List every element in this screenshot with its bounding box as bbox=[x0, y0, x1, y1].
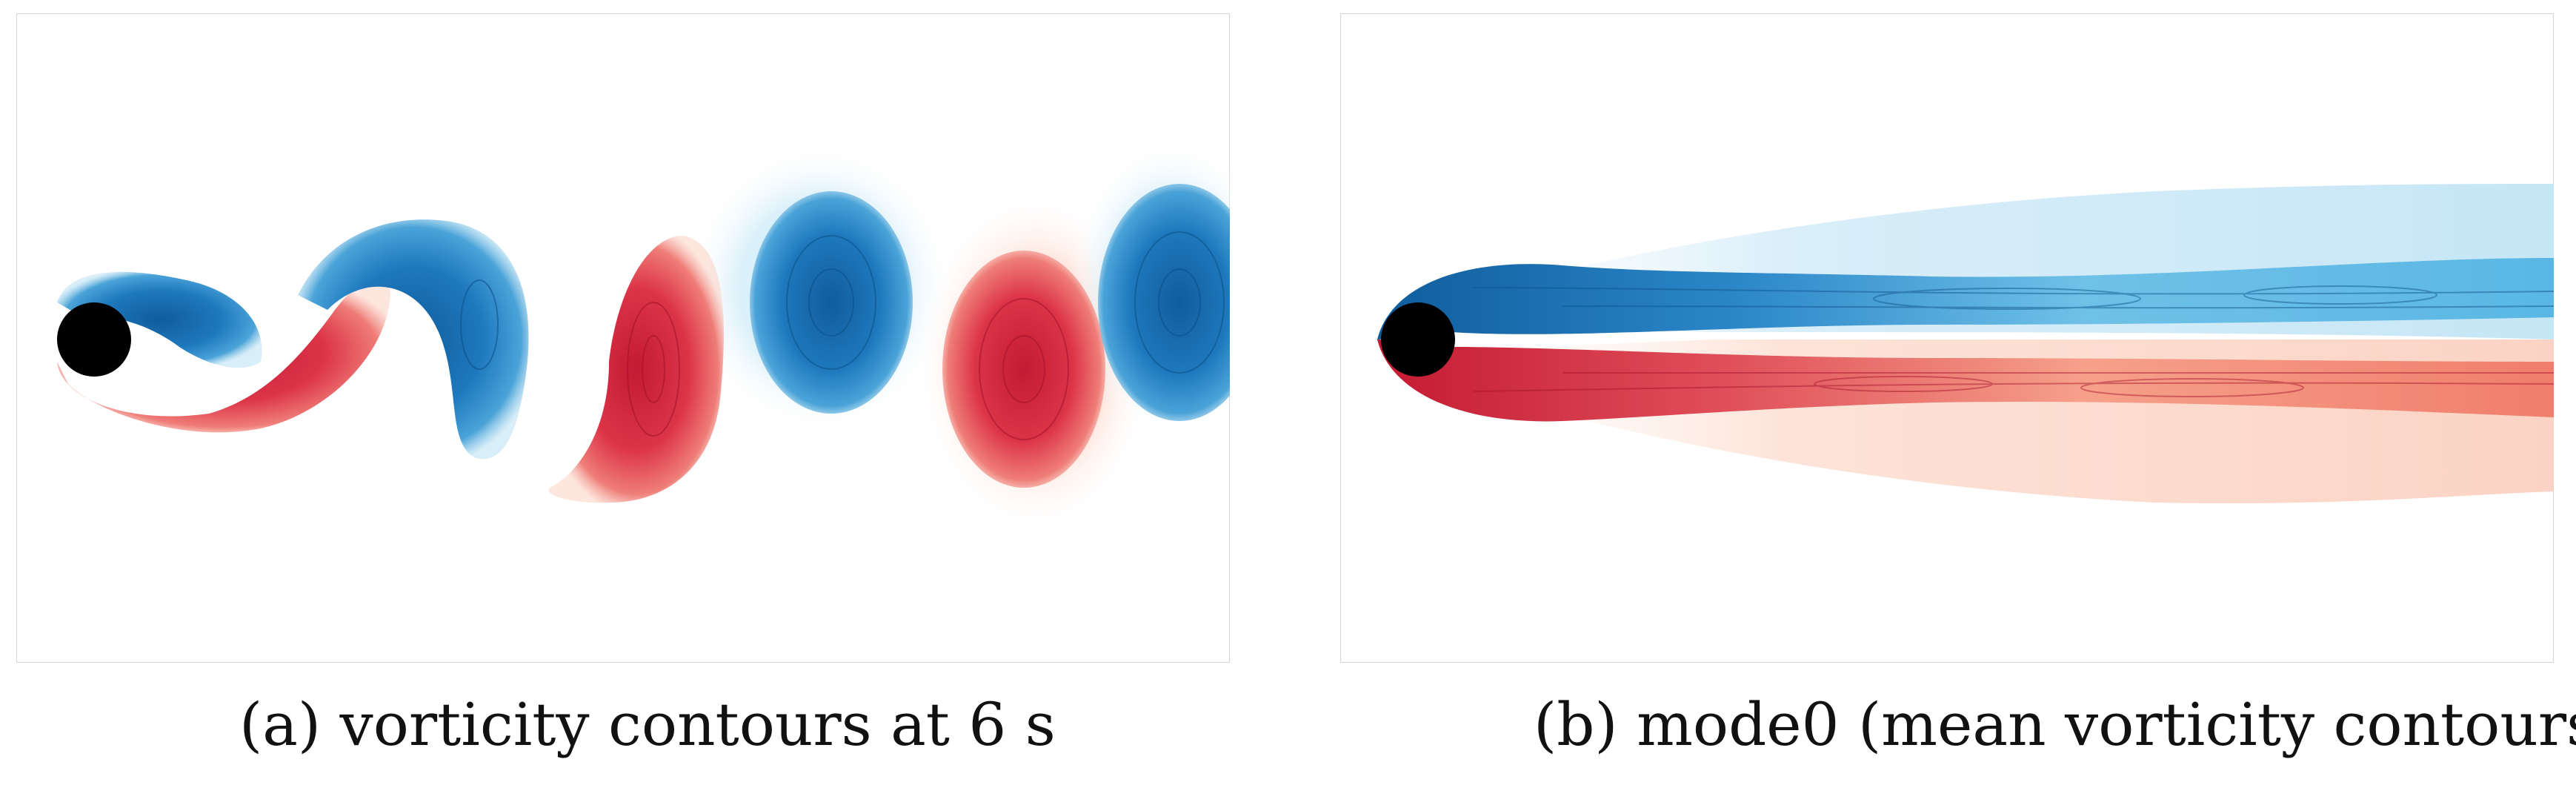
mean-wake-upper-core bbox=[1377, 258, 2554, 339]
panel-a-caption: (a) vorticity contours at 6 s bbox=[239, 690, 1056, 759]
cylinder bbox=[1381, 302, 1455, 377]
cylinder bbox=[57, 302, 131, 377]
panel-b-mean-vorticity-contours bbox=[1340, 13, 2554, 663]
panel-b-caption: (b) mode0 (mean vorticity contours) bbox=[1534, 690, 2576, 759]
vortex-blue-2 bbox=[750, 191, 913, 414]
panel-a-vorticity-contours bbox=[16, 13, 1230, 663]
panel-b-frame bbox=[1340, 13, 2554, 663]
mean-wake-lower-core bbox=[1377, 339, 2554, 422]
vortex-blue-1 bbox=[298, 219, 529, 460]
vortex-blue-3 bbox=[1098, 184, 1230, 421]
panel-b-plot bbox=[1340, 13, 2554, 663]
vortex-red-2 bbox=[942, 251, 1105, 488]
vortex-red-1 bbox=[548, 236, 724, 503]
upper-shear-layer bbox=[57, 271, 262, 368]
lower-shear-layer bbox=[57, 274, 390, 433]
panel-a-plot bbox=[16, 13, 1230, 663]
